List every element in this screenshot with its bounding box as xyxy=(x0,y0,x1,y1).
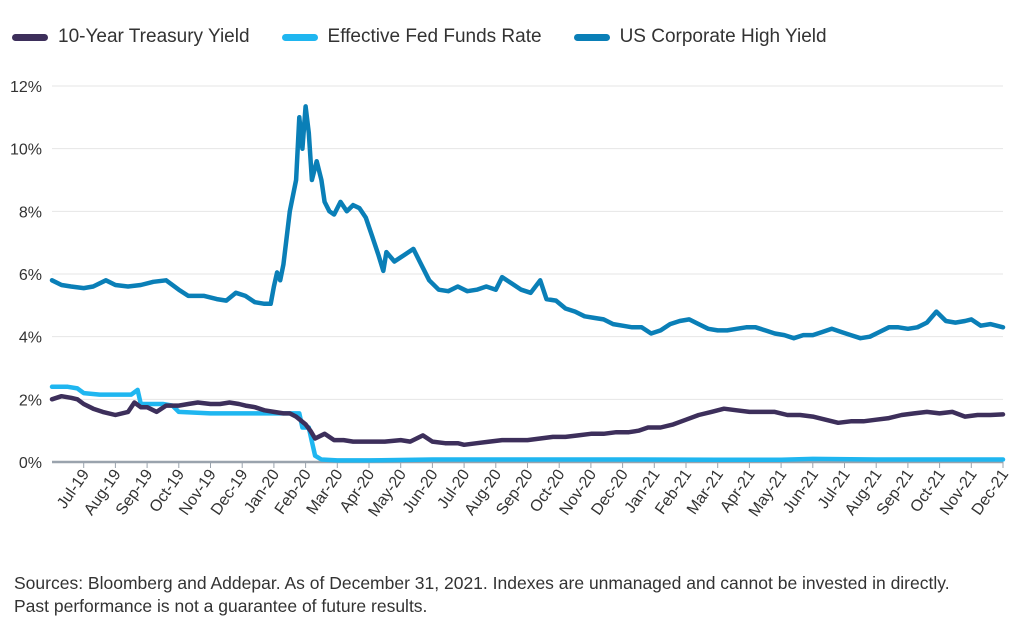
y-tick-label: 12% xyxy=(10,79,42,96)
chart-legend: 10-Year Treasury Yield Effective Fed Fund… xyxy=(12,24,859,50)
y-tick-label: 6% xyxy=(19,267,42,284)
legend-swatch xyxy=(573,33,610,41)
y-tick-label: 4% xyxy=(19,330,42,347)
y-axis: 0% 2% 4% 6% 8% 10% 12% xyxy=(10,79,42,472)
line-chart: 0% 2% 4% 6% 8% 10% 12% Jul-19Aug-19Sep-19Oct-1… xyxy=(10,79,1009,520)
series-line-10-year-treasury-yield xyxy=(49,393,1006,448)
legend-swatch xyxy=(281,33,318,41)
y-tick-label: 8% xyxy=(19,204,42,221)
legend-label: US Corporate High Yield xyxy=(619,26,827,47)
legend-item: Effective Fed Funds Rate xyxy=(281,26,542,48)
y-tick-label: 10% xyxy=(10,142,42,159)
series-line-effective-fed-funds-rate xyxy=(49,384,1006,463)
legend-label: 10-Year Treasury Yield xyxy=(58,26,250,47)
y-tick-label: 0% xyxy=(19,455,42,472)
legend-label: Effective Fed Funds Rate xyxy=(327,26,542,47)
x-axis: Jul-19Aug-19Sep-19Oct-19Nov-19Dec-19Jan-… xyxy=(54,462,1009,520)
legend-swatch xyxy=(12,33,48,41)
series-line-us-corporate-high-yield xyxy=(49,104,1006,341)
legend-item: 10-Year Treasury Yield xyxy=(12,26,250,48)
chart-grid xyxy=(52,85,1003,464)
y-tick-label: 2% xyxy=(19,392,42,409)
source-footnote: Sources: Bloomberg and Addepar. As of De… xyxy=(14,573,950,616)
legend-item: US Corporate High Yield xyxy=(573,26,827,48)
chart-series xyxy=(49,104,1006,463)
